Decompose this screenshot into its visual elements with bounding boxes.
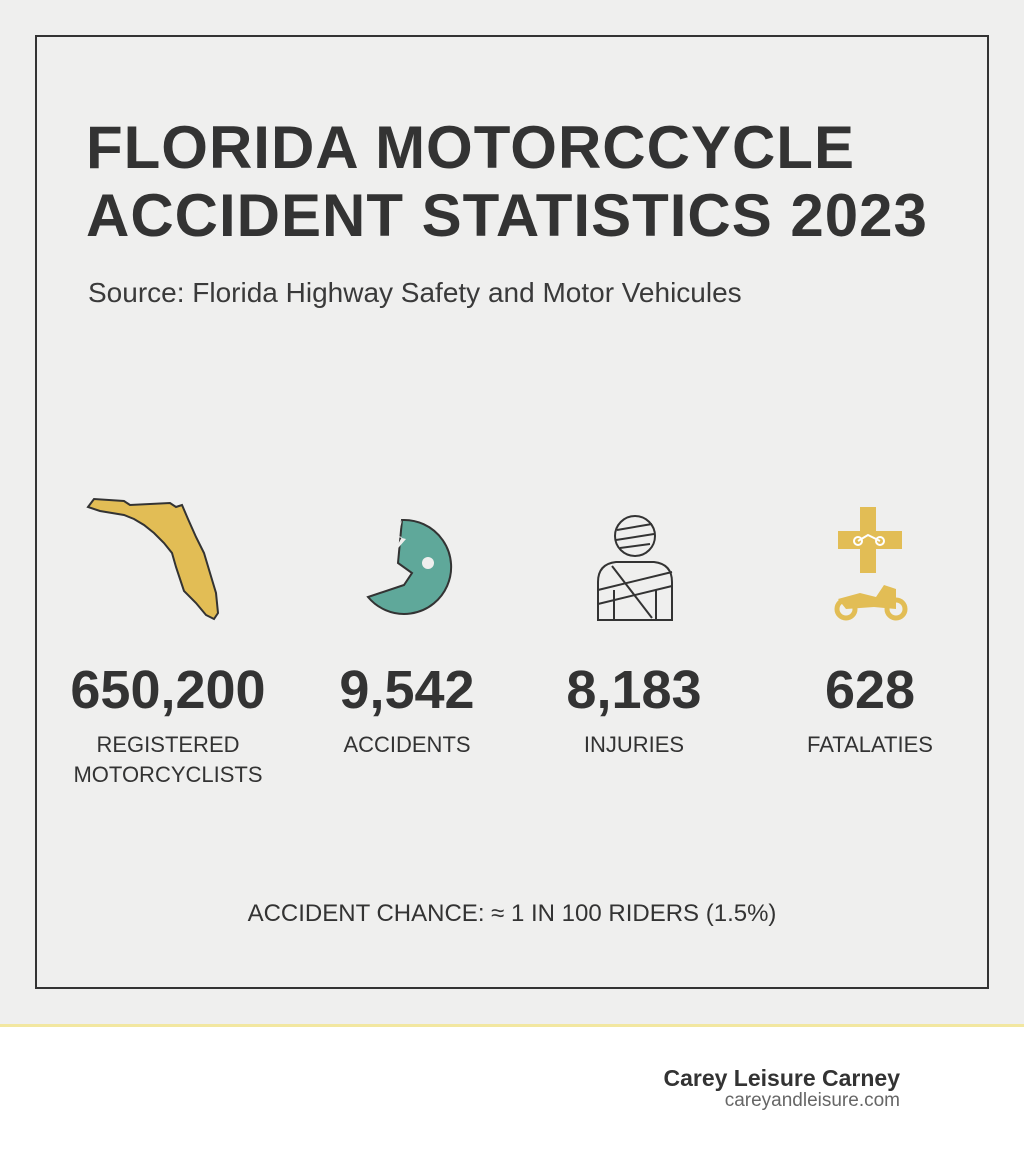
title-line: FLORIDA MOTORCCYCLE <box>86 114 855 181</box>
helmet-icon <box>366 518 453 615</box>
stat-label: REGISTERED MOTORCYCLISTS <box>73 732 263 787</box>
url: careyandleisure.com <box>724 1090 900 1111</box>
source: Source: Florida Highway Safety and Motor… <box>88 277 742 308</box>
stat-label: INJURIES <box>583 732 685 757</box>
frame <box>35 35 989 989</box>
stat-value: 8,183 <box>566 660 702 720</box>
brand: Carey Leisure Carney <box>663 1065 900 1091</box>
stat-value: 650,200 <box>70 660 266 720</box>
stat-label: ACCIDENTS <box>343 732 471 757</box>
stat: 628 FATALATIES <box>740 660 1000 760</box>
stat: 9,542 ACCIDENTS <box>277 660 537 760</box>
stat-value: 9,542 <box>339 660 475 720</box>
stat-value: 628 <box>824 660 916 720</box>
stat-label: FATALATIES <box>807 732 933 757</box>
fatality-icon <box>834 507 908 621</box>
florida-icon <box>86 497 220 621</box>
note: ACCIDENT CHANCE: ≈ 1 IN 100 RIDERS (1.5%… <box>247 900 777 927</box>
stat: 650,200 REGISTERED MOTORCYCLISTS <box>38 660 298 790</box>
title-line: ACCIDENT STATISTICS 2023 <box>86 182 928 249</box>
injury-icon <box>597 515 673 621</box>
stat: 8,183 INJURIES <box>504 660 764 760</box>
